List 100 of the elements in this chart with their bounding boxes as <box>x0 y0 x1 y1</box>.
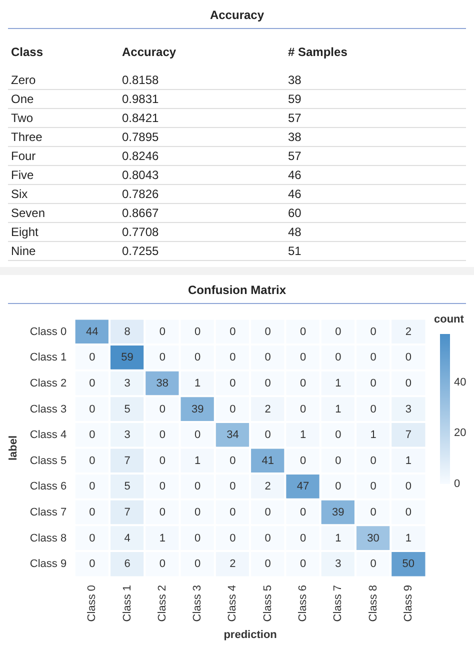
category-label: Seven <box>8 204 119 222</box>
data-label: 0 <box>159 558 166 570</box>
data-label: 1 <box>335 532 342 544</box>
data-label: 0 <box>405 378 412 390</box>
data-label: 6 <box>124 558 130 570</box>
category-label: Six <box>8 184 119 204</box>
data-label: 0.7255 <box>119 242 285 260</box>
category-label: Four <box>8 146 119 166</box>
data-label: 0.8421 <box>119 108 285 128</box>
category-label: Eight <box>8 222 119 242</box>
data-label: 39 <box>332 506 344 518</box>
y-tick-label: Class 8 <box>30 532 67 544</box>
data-label: 0 <box>335 352 342 364</box>
y-tick-label: Class 7 <box>30 506 67 518</box>
data-label: 0 <box>264 506 271 518</box>
data-label: 1 <box>159 532 166 544</box>
data-label: 2 <box>264 403 271 416</box>
data-label: 0 <box>264 532 271 544</box>
data-label: 0 <box>370 480 376 493</box>
data-label: 0 <box>89 532 96 544</box>
data-label: 0 <box>194 326 201 338</box>
data-label: 0 <box>89 403 96 416</box>
data-label: 0 <box>300 558 306 570</box>
data-label: 1 <box>335 403 342 416</box>
text: Accuracy <box>121 44 178 61</box>
y-tick-label: Class 1 <box>30 352 67 364</box>
data-label: 4 <box>124 532 130 544</box>
data-label: 0 <box>264 326 271 338</box>
data-label: 0 <box>335 480 342 493</box>
data-label: 57 <box>285 146 466 166</box>
x-tick-label: Class 0 <box>86 585 98 622</box>
data-label: 0 <box>194 558 201 570</box>
x-tick-label: Class 9 <box>402 585 414 622</box>
text: # Samples <box>287 44 348 61</box>
data-label: 0 <box>300 378 306 390</box>
text: Accuracy <box>8 0 466 29</box>
data-label: 0 <box>230 480 236 493</box>
x-tick-label: Class 8 <box>367 585 380 622</box>
data-label: 41 <box>262 454 274 467</box>
data-label: 0 <box>335 454 342 467</box>
data-label: 0 <box>264 558 271 570</box>
data-label: 0 <box>300 532 306 544</box>
data-label: 0 <box>89 378 96 390</box>
data-label: 48 <box>285 222 466 242</box>
data-label: 2 <box>264 480 271 493</box>
category-label: Five <box>8 166 119 184</box>
data-label: 0 <box>300 326 306 338</box>
data-label: 7 <box>405 429 412 442</box>
y-axis-title: label <box>8 435 20 461</box>
data-label: 0 <box>370 506 376 518</box>
data-label: 5 <box>124 403 130 416</box>
x-axis-title: prediction <box>224 629 278 642</box>
x-tick-label: Class 4 <box>226 585 239 622</box>
data-label: 34 <box>226 429 239 442</box>
color-bar-title: count <box>434 314 464 326</box>
data-label: 0 <box>264 429 271 442</box>
x-tick-label: Class 6 <box>297 585 310 622</box>
data-label: 0 <box>159 429 166 442</box>
data-label: 0 <box>159 326 166 338</box>
data-label: 0 <box>159 480 166 493</box>
data-label: 0 <box>370 378 376 390</box>
data-label: 0 <box>89 558 96 570</box>
data-label: 0.8667 <box>119 204 285 222</box>
data-label: 0 <box>405 506 412 518</box>
data-label: 0.7826 <box>119 184 285 204</box>
data-label: 0 <box>335 326 342 338</box>
data-label: 0.8043 <box>119 166 285 184</box>
data-label: 46 <box>285 166 466 184</box>
x-tick-label: Class 3 <box>192 585 204 622</box>
data-label: 0 <box>230 454 236 467</box>
data-label: 57 <box>285 108 466 128</box>
data-label: 0 <box>89 506 96 518</box>
data-label: 0.8158 <box>119 71 285 90</box>
color-bar-label: 20 <box>454 427 466 440</box>
data-label: 0.9831 <box>119 90 285 108</box>
data-label: 0 <box>194 429 201 442</box>
data-label: 30 <box>367 532 380 544</box>
y-tick-label: Class 9 <box>30 558 67 570</box>
data-label: 0 <box>405 352 412 364</box>
data-label: 0 <box>194 352 201 364</box>
data-label: 0.7708 <box>119 222 285 242</box>
data-label: 50 <box>402 558 415 570</box>
data-label: 0 <box>300 352 306 364</box>
data-label: 0 <box>230 532 236 544</box>
data-label: 0 <box>264 352 271 364</box>
data-label: 0 <box>230 352 236 364</box>
chart-title: Confusion Matrix <box>8 275 466 304</box>
data-label: 0 <box>370 326 376 338</box>
data-label: 0 <box>405 480 412 493</box>
data-label: 0 <box>159 403 166 416</box>
data-label: 0.7895 <box>119 128 285 146</box>
data-label: 0 <box>335 429 342 442</box>
y-tick-label: Class 4 <box>30 429 67 442</box>
data-label: 0 <box>370 403 376 416</box>
color-bar-label: 0 <box>454 478 460 490</box>
data-label: 3 <box>405 403 412 416</box>
data-label: 0 <box>159 352 166 364</box>
data-label: 0 <box>230 378 236 390</box>
data-label: 59 <box>285 90 466 108</box>
data-label: 0 <box>300 454 306 467</box>
